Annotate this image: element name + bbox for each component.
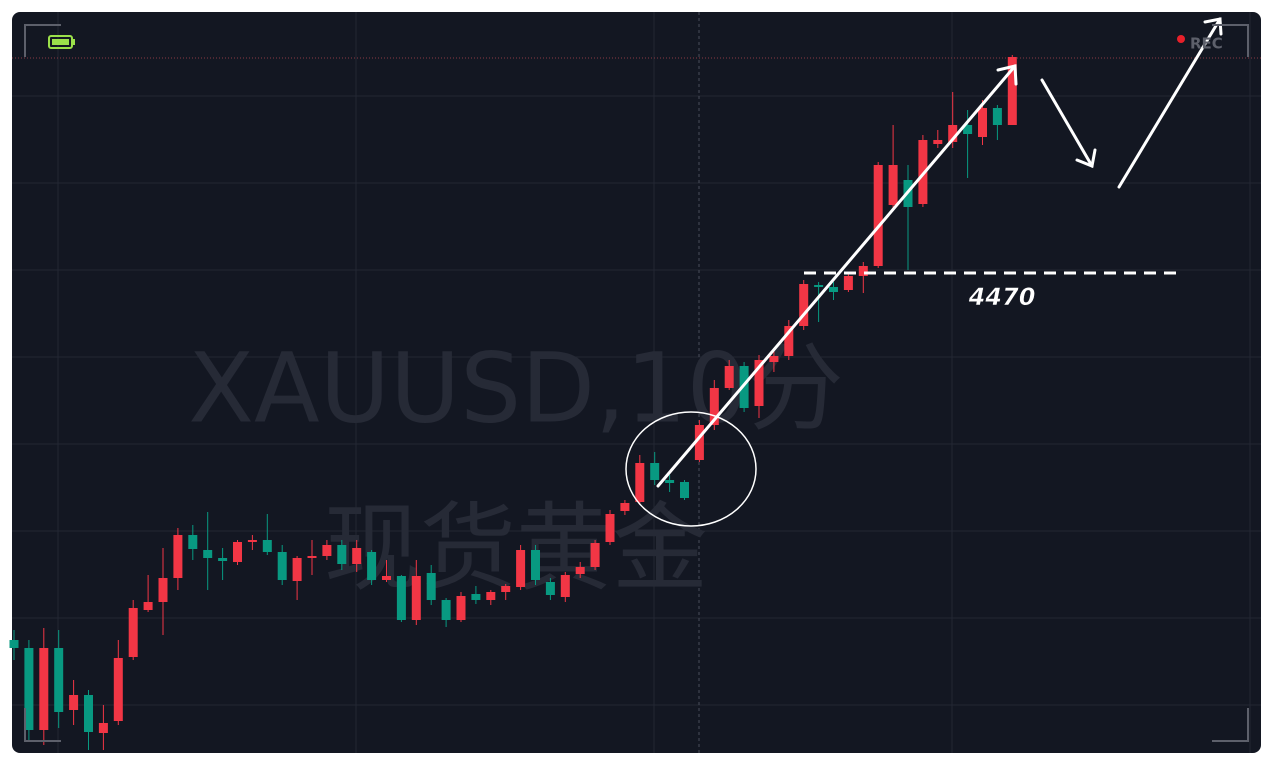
candle-body <box>873 165 883 266</box>
candle-body <box>173 535 183 578</box>
candle-body <box>9 640 19 648</box>
candle-body <box>814 285 824 287</box>
candle-body <box>680 482 689 498</box>
candle-body <box>992 108 1002 125</box>
battery-tip <box>73 39 75 45</box>
candle-body <box>307 556 317 558</box>
battery-body <box>48 35 73 49</box>
candle-body <box>352 548 362 564</box>
candle-body <box>84 695 93 732</box>
corner <box>1212 708 1249 742</box>
corner <box>1212 24 1249 57</box>
candle-body <box>709 388 719 425</box>
highlight-circle <box>625 411 757 527</box>
corner-brackets <box>24 24 1249 742</box>
arrow-head <box>996 64 1018 86</box>
candle-body <box>411 576 421 620</box>
candle-body <box>54 648 64 712</box>
candle-body <box>218 558 228 561</box>
candle-body <box>69 695 79 710</box>
candle-body <box>337 545 347 564</box>
candle-body <box>545 582 555 595</box>
candle-body <box>933 140 943 144</box>
candle-body <box>441 600 451 620</box>
candle-body <box>233 542 242 562</box>
candle-body <box>456 596 466 620</box>
candles <box>9 55 1017 750</box>
rec-dot <box>1177 35 1185 43</box>
corner <box>24 24 61 57</box>
candle-body <box>98 723 108 733</box>
candle-body <box>754 360 764 406</box>
candle-body <box>128 608 138 657</box>
level-label: 4470 <box>968 283 1036 311</box>
candle-body <box>724 366 734 388</box>
candle-body <box>650 463 660 480</box>
candle-body <box>39 648 49 730</box>
arrow-head <box>1203 17 1223 36</box>
candle-body <box>560 575 570 597</box>
candle-body <box>24 648 34 730</box>
candle-body <box>784 326 794 356</box>
candle-body <box>858 266 868 276</box>
candle-body <box>292 558 302 581</box>
down-arrow <box>1040 78 1094 168</box>
candle-body <box>158 578 168 602</box>
candle-body <box>277 552 287 580</box>
candle-body <box>113 658 123 721</box>
candle-body <box>471 594 481 600</box>
candle-body <box>635 463 645 502</box>
grid <box>12 12 1261 753</box>
candle-body <box>769 356 779 362</box>
candle-body <box>501 586 511 592</box>
trend-arrow <box>656 64 1017 488</box>
candle-body <box>396 576 406 620</box>
candle-body <box>620 503 630 511</box>
rec-label: REC <box>1190 35 1223 53</box>
candle-body <box>262 540 272 552</box>
candle-body <box>978 108 987 137</box>
candle-body <box>367 552 377 580</box>
up-arrow <box>1117 17 1222 189</box>
candle-body <box>799 284 809 326</box>
candle-body <box>694 425 704 460</box>
candle-body <box>948 125 958 142</box>
candle-body <box>188 535 198 549</box>
corner <box>24 708 61 742</box>
annotations <box>625 17 1223 527</box>
candle-body <box>888 165 898 205</box>
candle-body <box>382 576 391 580</box>
candle-body <box>665 480 675 483</box>
candle-body <box>516 550 526 587</box>
candle-body <box>143 602 153 610</box>
battery-level <box>52 39 69 45</box>
candle-body <box>963 125 973 134</box>
candle-body <box>203 550 213 558</box>
candle-body <box>605 514 615 542</box>
candle-body <box>843 276 853 290</box>
candle-body <box>575 567 585 574</box>
watermark-name: 现货黄金 <box>324 492 708 604</box>
candle-body <box>486 592 496 600</box>
candle-body <box>531 550 540 580</box>
candle-body <box>322 545 332 556</box>
battery-icon <box>48 35 75 49</box>
candle-body <box>1007 57 1017 125</box>
candle-body <box>426 573 436 600</box>
candle-body <box>918 140 928 204</box>
arrow-head <box>1075 148 1097 169</box>
candle-body <box>829 287 838 292</box>
candle-body <box>247 540 257 542</box>
chart-panel <box>12 12 1261 753</box>
candle-body <box>590 543 600 567</box>
